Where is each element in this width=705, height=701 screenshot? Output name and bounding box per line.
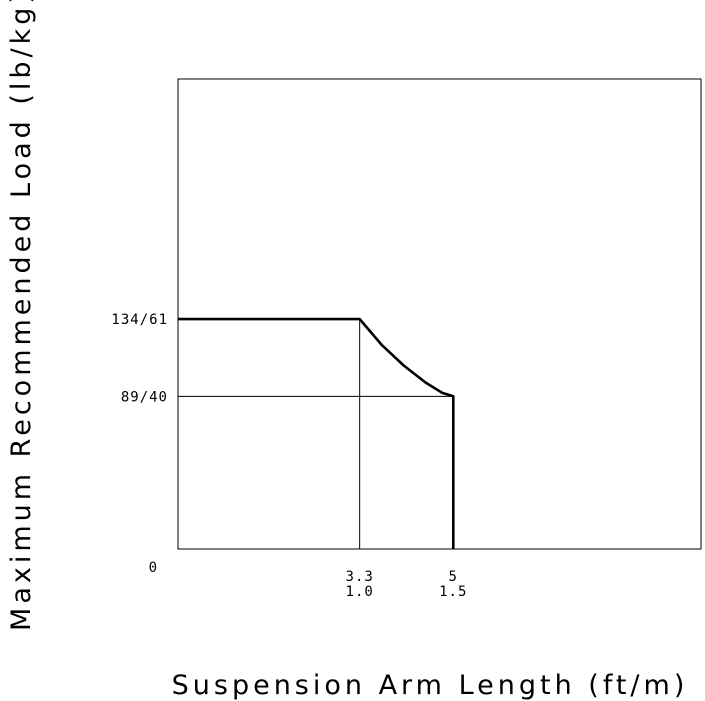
series-group — [178, 317, 455, 549]
y-axis-title: Maximum Recommended Load (lb/kg) — [6, 0, 37, 631]
x-tick-labels: 3.31.0 51.5 — [346, 569, 467, 600]
reference-lines — [178, 319, 454, 549]
x-tick-label-m: 1.0 — [346, 584, 374, 600]
y-tick-label: 134/61 — [111, 312, 168, 328]
x-tick-label-ft: 3.3 — [346, 569, 374, 585]
plot-frame — [177, 78, 702, 550]
y-tick-label: 0 — [149, 560, 158, 576]
x-tick-label-ft: 5 — [449, 569, 458, 585]
x-tick-label-m: 1.5 — [439, 584, 467, 600]
x-axis-title: Suspension Arm Length (ft/m) — [172, 670, 689, 701]
series-line — [178, 317, 455, 549]
y-tick-labels: 0 89/40 134/61 — [111, 312, 168, 576]
y-tick-label: 89/40 — [121, 389, 168, 405]
